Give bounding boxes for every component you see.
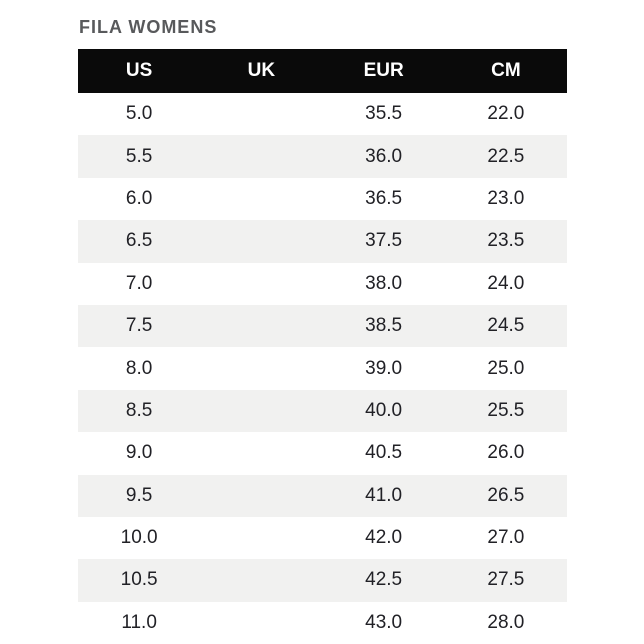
- uk-cell: [200, 263, 322, 305]
- header-us: US: [125, 60, 153, 81]
- cm-cell: 22.5: [487, 145, 525, 167]
- header-uk: UK: [247, 60, 276, 81]
- table-row: 7.0 38.0 24.0: [78, 262, 567, 305]
- cm-cell: 25.5: [487, 399, 525, 421]
- uk-cell: [200, 517, 322, 559]
- table-row: 9.5 41.0 26.5: [78, 474, 567, 517]
- eur-cell: 38.0: [365, 272, 403, 294]
- table-row: 10.0 42.0 27.0: [78, 516, 567, 560]
- uk-cell: [200, 475, 322, 517]
- cm-cell: 22.0: [487, 103, 525, 125]
- us-cell: 7.5: [125, 315, 153, 337]
- us-cell: 8.5: [125, 399, 153, 421]
- uk-cell: [200, 135, 322, 177]
- us-cell: 11.0: [121, 611, 157, 633]
- uk-cell: [200, 347, 322, 389]
- uk-cell: [200, 178, 322, 220]
- eur-cell: 42.5: [365, 569, 403, 591]
- page-title: FILA WOMENS: [79, 17, 218, 37]
- uk-cell: [200, 390, 322, 432]
- table-row: 5.0 35.5 22.0: [78, 93, 567, 136]
- cm-cell: 26.0: [487, 442, 525, 464]
- eur-cell: 39.0: [365, 357, 403, 379]
- us-cell: 8.0: [125, 357, 153, 379]
- uk-cell: [200, 220, 322, 262]
- eur-cell: 36.5: [365, 187, 403, 209]
- eur-cell: 40.0: [365, 399, 403, 421]
- cm-cell: 28.0: [487, 611, 525, 633]
- us-cell: 6.0: [125, 187, 153, 209]
- header-cm: CM: [491, 60, 521, 81]
- table-row: 6.0 36.5 23.0: [78, 177, 567, 221]
- eur-cell: 42.0: [365, 527, 403, 549]
- cm-cell: 26.5: [487, 484, 525, 506]
- table-row: 10.5 42.5 27.5: [78, 559, 567, 602]
- cm-cell: 24.0: [487, 272, 525, 294]
- us-cell: 10.5: [120, 569, 158, 591]
- cm-cell: 24.5: [487, 315, 525, 337]
- uk-cell: [200, 602, 322, 644]
- uk-cell: [200, 559, 322, 601]
- table-header-row: US UK EUR CM: [78, 49, 567, 93]
- table-row: 7.5 38.5 24.5: [78, 304, 567, 348]
- eur-cell: 43.0: [365, 611, 403, 633]
- eur-cell: 37.5: [365, 230, 403, 252]
- eur-cell: 36.0: [365, 145, 403, 167]
- size-conversion-table: US UK EUR CM 5.0 35.5 22.0 5.5 36.0 22.5…: [78, 49, 567, 644]
- uk-cell: [200, 93, 322, 135]
- cm-cell: 23.0: [487, 187, 525, 209]
- eur-cell: 40.5: [365, 442, 403, 464]
- cm-cell: 23.5: [487, 230, 525, 252]
- eur-cell: 38.5: [365, 315, 403, 337]
- header-eur: EUR: [363, 60, 404, 81]
- table-row: 11.0 43.0 28.0: [78, 601, 567, 644]
- table-row: 9.0 40.5 26.0: [78, 432, 567, 475]
- us-cell: 5.5: [125, 145, 153, 167]
- table-row: 5.5 36.0 22.5: [78, 135, 567, 178]
- us-cell: 6.5: [125, 230, 153, 252]
- uk-cell: [200, 432, 322, 474]
- us-cell: 9.0: [125, 442, 153, 464]
- table-body: 5.0 35.5 22.0 5.5 36.0 22.5 6.0 36.5 23.…: [78, 93, 567, 644]
- cm-cell: 27.5: [487, 569, 525, 591]
- uk-cell: [200, 305, 322, 347]
- eur-cell: 35.5: [365, 103, 403, 125]
- table-row: 8.0 39.0 25.0: [78, 347, 567, 390]
- cm-cell: 25.0: [487, 357, 525, 379]
- cm-cell: 27.0: [487, 527, 525, 549]
- us-cell: 10.0: [120, 527, 158, 549]
- us-cell: 9.5: [125, 484, 153, 506]
- us-cell: 5.0: [125, 103, 153, 125]
- eur-cell: 41.0: [365, 484, 403, 506]
- us-cell: 7.0: [125, 272, 153, 294]
- table-row: 8.5 40.0 25.5: [78, 389, 567, 433]
- table-row: 6.5 37.5 23.5: [78, 220, 567, 263]
